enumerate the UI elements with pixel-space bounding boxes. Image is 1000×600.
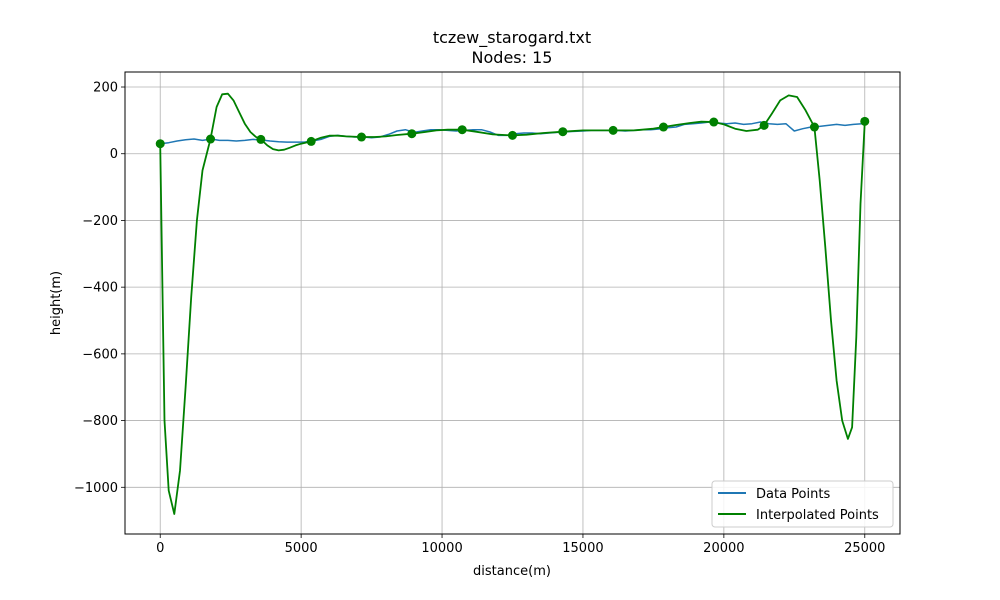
x-tick-label: 5000 [285,541,318,556]
y-tick-label: −800 [82,414,118,429]
legend: Data Points Interpolated Points [711,480,894,528]
y-tick-label: 0 [110,147,118,162]
x-axis-label: distance(m) [473,564,551,579]
interpolation-node-point [407,129,417,139]
legend-label-interpolated-points: Interpolated Points [756,508,879,523]
interpolation-node-point [809,122,819,132]
x-tick-label: 20000 [703,541,744,556]
axis-ticks: 0 5000 10000 15000 20000 25000 200 0 −200 −400 −60… [74,81,885,556]
interpolation-node-point [306,136,316,146]
series-line-interpolated-points [159,92,866,515]
y-tick-label: −1000 [74,481,118,496]
y-tick-label: 200 [93,81,118,96]
y-tick-label: −600 [82,347,118,362]
interpolation-node-point [155,139,165,149]
interpolation-node-point [558,127,568,137]
interpolation-node-point [357,132,367,142]
plot-area [125,72,900,534]
legend-label-data-points: Data Points [756,487,830,502]
legend-box [711,480,894,528]
series-layer [155,92,870,515]
x-tick-label: 25000 [844,541,885,556]
x-tick-label: 0 [156,541,164,556]
interpolation-node-point [860,116,870,126]
interpolation-node-point [457,125,467,135]
plot-frame [124,71,901,535]
y-tick-label: −200 [82,214,118,229]
grid [125,72,900,534]
chart-subtitle: Nodes: 15 [472,48,553,67]
interpolation-node-point [759,120,769,130]
y-tick-label: −400 [82,281,118,296]
chart-title: tczew_starogard.txt [433,28,591,48]
interpolation-node-point [206,134,216,144]
x-tick-label: 15000 [562,541,603,556]
interpolation-node-point [608,125,618,135]
interpolation-node-point [709,117,719,127]
interpolation-node-point [256,134,266,144]
interpolation-node-point [508,130,517,140]
x-tick-label: 10000 [421,541,462,556]
interpolation-node-point [658,122,668,132]
y-axis-label: height(m) [49,271,64,335]
